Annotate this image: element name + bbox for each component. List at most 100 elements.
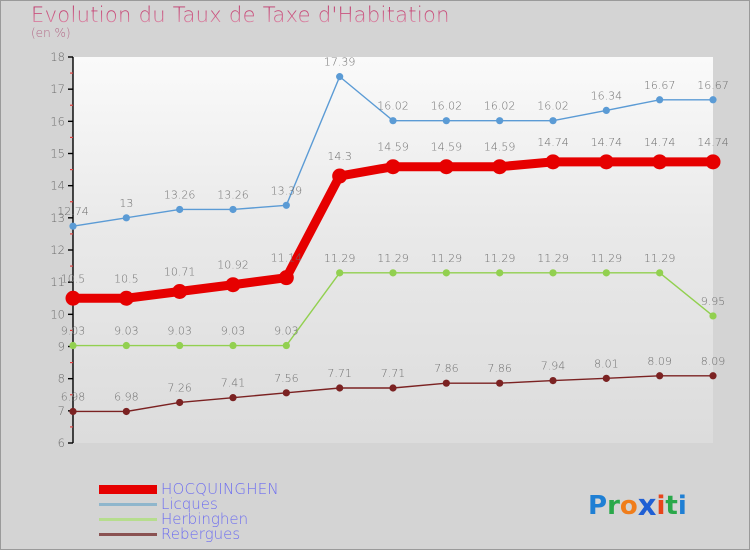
data-label: 7.71 [381, 367, 406, 380]
data-point [709, 312, 717, 320]
data-point [602, 374, 610, 382]
data-point [176, 398, 184, 407]
legend-item-herbinghen[interactable]: Herbinghen [99, 512, 279, 527]
y-tick-label: 13 [50, 211, 65, 225]
data-point [389, 117, 397, 125]
legend-swatch [99, 533, 157, 536]
data-point [442, 269, 450, 277]
data-label: 14.59 [431, 141, 463, 154]
y-tick-label: 7 [58, 404, 65, 418]
series-rebergues: 6.98 6.98 7.26 7.41 7.56 7.71 7.71 7.86 7.86 7.94… [61, 355, 726, 416]
data-point [492, 159, 508, 175]
logo-letter: x [637, 488, 657, 522]
y-tick-label: 17 [50, 82, 65, 96]
line-chart: 6789101112131415161718200020012002200320… [50, 51, 729, 450]
data-point [122, 214, 130, 222]
data-point [438, 159, 454, 175]
data-point [652, 154, 668, 170]
legend-item-licques[interactable]: Licques [99, 497, 279, 512]
data-point [225, 277, 241, 293]
data-label: 17.39 [324, 56, 356, 69]
data-point [545, 154, 561, 170]
data-label: 14.3 [327, 150, 352, 163]
data-label: 11.29 [537, 252, 569, 265]
data-label: 13 [119, 197, 133, 210]
data-point [709, 372, 717, 380]
legend-label: HOCQUINGHEN [161, 480, 279, 498]
y-tick-label: 15 [50, 147, 65, 161]
data-label: 6.98 [114, 390, 139, 403]
logo-letter: i [656, 491, 666, 521]
data-point [336, 269, 344, 277]
data-label: 16.67 [644, 79, 676, 92]
logo-letter: i [677, 491, 687, 521]
data-label: 14.59 [484, 141, 516, 154]
data-point [602, 269, 610, 277]
data-point [69, 407, 77, 416]
data-point [69, 222, 77, 230]
data-point [389, 384, 397, 392]
title-block: Evolution du Taux de Taxe d'Habitation (… [31, 3, 450, 40]
data-point [496, 117, 504, 125]
data-label: 10.92 [217, 259, 249, 272]
legend-label: Licques [161, 495, 218, 513]
data-label: 13.39 [271, 184, 303, 197]
y-tick-label: 12 [50, 243, 65, 257]
data-point [496, 269, 504, 277]
data-label: 9.03 [167, 325, 192, 338]
data-label: 16.34 [591, 89, 623, 102]
data-point [496, 379, 504, 387]
legend-swatch [99, 518, 157, 521]
data-label: 16.02 [537, 100, 569, 113]
data-point [656, 96, 664, 104]
logo-letter: t [665, 491, 678, 521]
data-label: 16.02 [484, 100, 516, 113]
data-label: 11.14 [271, 252, 303, 265]
data-label: 14.59 [377, 141, 409, 154]
data-label: 14.74 [697, 136, 729, 149]
chart-subtitle: (en %) [31, 26, 71, 40]
logo-letter: o [619, 491, 638, 521]
data-point [549, 376, 557, 385]
data-point [122, 341, 130, 350]
plot-area: 6789101112131415161718200020012002200320… [1, 51, 750, 461]
data-label: 7.26 [167, 381, 192, 394]
legend-item-rebergues[interactable]: Rebergues [99, 527, 279, 542]
chart-legend: HOCQUINGHEN Licques Herbinghen Rebergues [99, 482, 279, 542]
y-tick-label: 18 [50, 51, 65, 64]
data-label: 11.29 [484, 252, 516, 265]
data-point [176, 341, 184, 350]
data-point [172, 283, 188, 299]
y-tick-label: 16 [50, 114, 65, 128]
data-point [229, 341, 237, 350]
data-point [336, 73, 344, 81]
y-tick-label: 6 [58, 436, 65, 450]
page-title: Evolution du Taux de Taxe d'Habitation [31, 3, 450, 27]
data-label: 8.09 [701, 355, 726, 368]
data-point [705, 154, 721, 170]
data-point [278, 270, 294, 286]
data-label: 7.71 [327, 367, 352, 380]
data-label: 11.29 [431, 252, 463, 265]
y-tick-label: 9 [58, 340, 65, 354]
data-label: 14.74 [644, 136, 676, 149]
data-label: 16.02 [377, 100, 409, 113]
data-label: 12.74 [57, 205, 89, 218]
data-label: 14.74 [591, 136, 623, 149]
data-point [709, 96, 717, 104]
data-point [442, 379, 450, 387]
y-tick-label: 11 [50, 275, 65, 289]
data-point [389, 269, 397, 277]
data-label: 7.94 [541, 360, 566, 373]
data-label: 7.86 [434, 362, 459, 375]
data-label: 7.86 [487, 362, 512, 375]
data-label: 13.26 [164, 188, 196, 201]
data-label: 11.29 [644, 252, 676, 265]
data-label: 7.56 [274, 372, 299, 385]
data-label: 9.03 [221, 325, 246, 338]
logo-letter: r [607, 491, 620, 521]
data-label: 11.29 [377, 252, 409, 265]
legend-item-hocquinghen[interactable]: HOCQUINGHEN [99, 482, 279, 497]
data-point [602, 106, 610, 114]
data-label: 16.67 [697, 79, 729, 92]
